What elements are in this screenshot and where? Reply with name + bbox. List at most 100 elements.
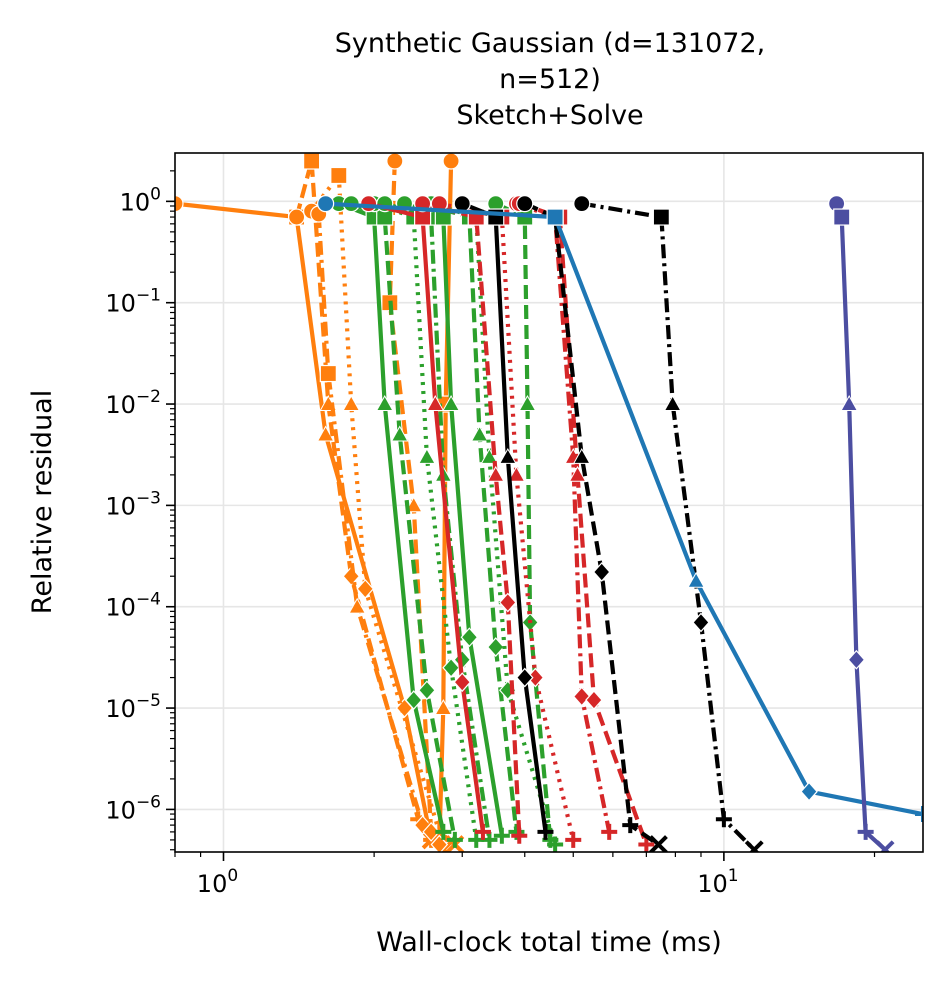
y-tick-label: 100 (120, 184, 161, 216)
data-point (430, 834, 449, 852)
x-axis-label: Wall-clock total time (ms) (376, 927, 722, 958)
series-purple (828, 195, 895, 852)
data-point (565, 831, 582, 848)
data-point (319, 364, 337, 383)
data-point (744, 840, 764, 852)
series-line (581, 201, 756, 852)
data-point (715, 811, 732, 828)
data-point (515, 667, 534, 688)
grid (175, 153, 923, 852)
data-point (342, 395, 361, 411)
chart-title: Synthetic Gaussian (d=131072, n=512) Ske… (335, 28, 765, 131)
series-line (437, 160, 454, 845)
axis-ticks: 100 10−1 10−2 10−3 10−4 10−5 10−6 100 101 (105, 170, 876, 898)
data-point (663, 395, 682, 411)
data-point (418, 680, 436, 701)
y-tick-label: 10−5 (105, 691, 161, 723)
series-line (834, 202, 887, 852)
data-point (460, 627, 479, 648)
data-point (470, 425, 489, 442)
data-point (426, 395, 445, 411)
y-tick-label: 10−4 (105, 590, 161, 622)
data-point (546, 208, 564, 226)
data-point (800, 781, 818, 802)
series-line (518, 201, 649, 846)
data-point (518, 395, 537, 411)
data-point (442, 395, 460, 411)
data-point (493, 827, 510, 844)
data-point (418, 448, 436, 464)
series-line (387, 160, 434, 833)
data-point (474, 823, 491, 840)
data-point (915, 806, 923, 823)
data-point (486, 637, 505, 657)
data-point (537, 823, 554, 840)
data-point (342, 566, 361, 587)
data-point (303, 153, 321, 170)
data-point (288, 208, 306, 226)
data-point (486, 465, 505, 482)
data-point (692, 612, 710, 633)
data-point (360, 195, 378, 213)
data-point (568, 465, 587, 482)
data-point (481, 831, 498, 848)
data-point (422, 821, 440, 842)
data-point (480, 448, 499, 464)
y-tick-label: 10−1 (105, 286, 161, 318)
data-point (316, 425, 335, 442)
y-tick-label: 10−2 (105, 387, 161, 419)
data-point (390, 425, 409, 442)
chart-title-line-1: Synthetic Gaussian (d=131072, (335, 28, 765, 59)
data-point (516, 195, 534, 213)
series-line (494, 201, 553, 841)
series-line (350, 201, 457, 841)
x-tick-label: 101 (697, 866, 738, 898)
data-point (498, 448, 517, 464)
data-point (542, 831, 559, 848)
data-point (833, 208, 851, 226)
data-point (511, 827, 528, 844)
x-tick-label: 100 (197, 866, 238, 898)
y-tick-label: 10−3 (105, 488, 161, 520)
data-point (507, 465, 526, 482)
data-point (638, 836, 655, 852)
chart-subtitle: Sketch+Solve (456, 100, 643, 131)
data-point (572, 686, 591, 707)
data-point (435, 823, 452, 840)
chart-title-line-2: n=512) (499, 64, 601, 95)
data-point (572, 448, 591, 464)
series-layer (175, 153, 923, 852)
data-point (573, 195, 591, 213)
data-point (847, 649, 866, 670)
data-point (386, 153, 404, 170)
data-point (446, 831, 463, 848)
data-point (875, 840, 895, 852)
series-blue (317, 195, 923, 823)
data-point (649, 835, 668, 852)
series-black-3 (573, 195, 764, 852)
data-point (330, 166, 348, 185)
series-red-1 (360, 195, 491, 840)
data-point (434, 699, 453, 715)
y-tick-label: 10−6 (105, 792, 161, 824)
data-point (592, 562, 611, 582)
data-point (404, 496, 423, 513)
data-point (652, 208, 670, 226)
data-point (404, 690, 423, 710)
data-point (175, 195, 184, 213)
data-point (453, 672, 472, 693)
data-point (499, 592, 517, 613)
data-point (687, 571, 705, 588)
data-point (348, 597, 367, 614)
data-point (356, 578, 375, 599)
data-point (585, 690, 603, 710)
data-point (622, 817, 639, 834)
data-point (840, 395, 859, 411)
data-point (857, 823, 874, 840)
data-point (375, 395, 394, 411)
series-green-2 (342, 195, 463, 848)
plot-frame (174, 152, 924, 853)
data-point (317, 195, 335, 213)
data-point (442, 153, 460, 170)
